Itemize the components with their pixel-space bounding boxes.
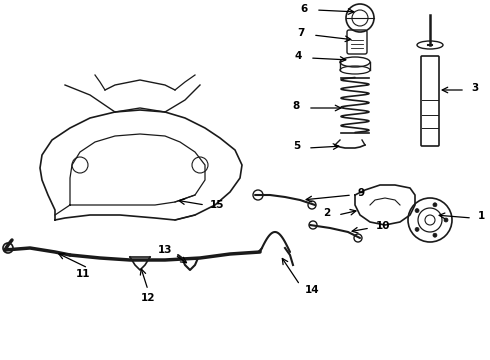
Text: 11: 11 <box>76 269 90 279</box>
Circle shape <box>433 233 437 237</box>
Text: 2: 2 <box>323 208 330 218</box>
Text: 9: 9 <box>358 188 365 198</box>
Text: 6: 6 <box>301 4 308 14</box>
Text: 10: 10 <box>376 221 391 231</box>
Text: 5: 5 <box>293 141 300 151</box>
Text: 7: 7 <box>297 28 305 38</box>
Text: 4: 4 <box>294 51 302 61</box>
Text: 13: 13 <box>158 245 172 255</box>
Circle shape <box>433 203 437 207</box>
Text: 3: 3 <box>471 83 478 93</box>
Text: 1: 1 <box>478 211 485 221</box>
Text: 14: 14 <box>305 285 319 295</box>
Text: 12: 12 <box>141 293 155 303</box>
Text: 15: 15 <box>210 200 224 210</box>
Circle shape <box>415 208 419 213</box>
Circle shape <box>415 228 419 231</box>
Circle shape <box>444 218 448 222</box>
Text: 8: 8 <box>293 101 300 111</box>
